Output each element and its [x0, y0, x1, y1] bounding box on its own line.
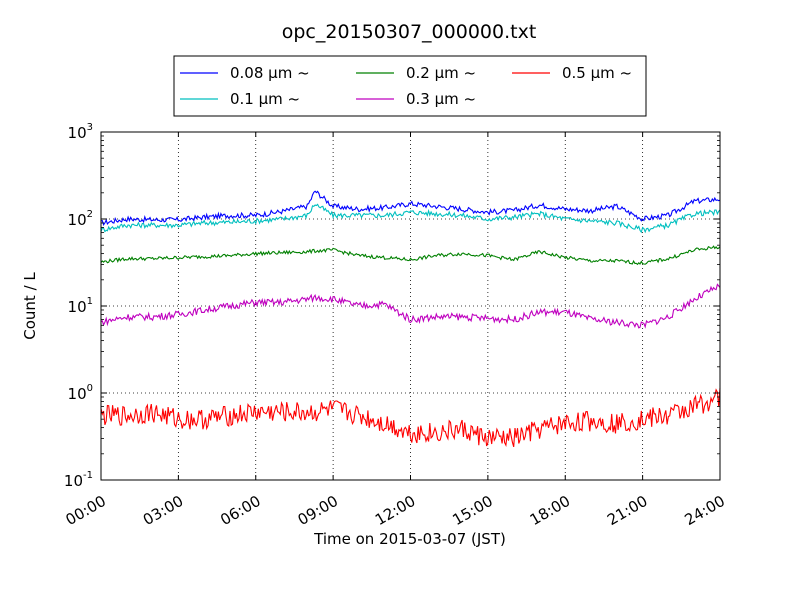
chart-title: opc_20150307_000000.txt [282, 21, 537, 43]
y-tick-base: 10 [68, 124, 87, 142]
legend-label: 0.1 μm ~ [230, 90, 300, 108]
series-lines [100, 190, 721, 448]
y-tick-exponent: 3 [87, 122, 93, 133]
y-tick-label: 10-1 [64, 470, 93, 490]
x-axis-label: Time on 2015-03-07 (JST) [313, 530, 506, 548]
y-axis-label: Count / L [21, 272, 39, 340]
y-tick-base: 10 [68, 211, 87, 229]
series-line-4 [100, 283, 721, 329]
series-line-1 [100, 190, 721, 227]
y-tick-base: 10 [68, 298, 87, 316]
legend-label: 0.08 μm ~ [230, 64, 310, 82]
y-tick-label: 101 [68, 296, 93, 316]
series-line-5 [100, 387, 721, 448]
legend-label: 0.3 μm ~ [406, 90, 476, 108]
y-tick-exponent: 0 [87, 383, 93, 394]
series-line-3 [100, 245, 721, 266]
y-tick-label: 100 [68, 383, 93, 403]
y-tick-label: 102 [68, 209, 93, 229]
y-tick-label: 103 [68, 122, 93, 142]
series-line-2 [100, 203, 721, 234]
y-tick-base: 10 [68, 385, 87, 403]
y-tick-base: 10 [64, 472, 83, 490]
legend-label: 0.2 μm ~ [406, 64, 476, 82]
legend: 0.08 μm ~ 0.1 μm ~ 0.2 μm ~ 0.3 μm ~ 0.5 μm … [173, 55, 647, 117]
y-tick-exponent: -1 [83, 470, 93, 481]
y-tick-exponent: 2 [87, 209, 93, 220]
y-tick-exponent: 1 [87, 296, 93, 307]
legend-box [173, 55, 647, 117]
legend-label: 0.5 μm ~ [562, 64, 632, 82]
